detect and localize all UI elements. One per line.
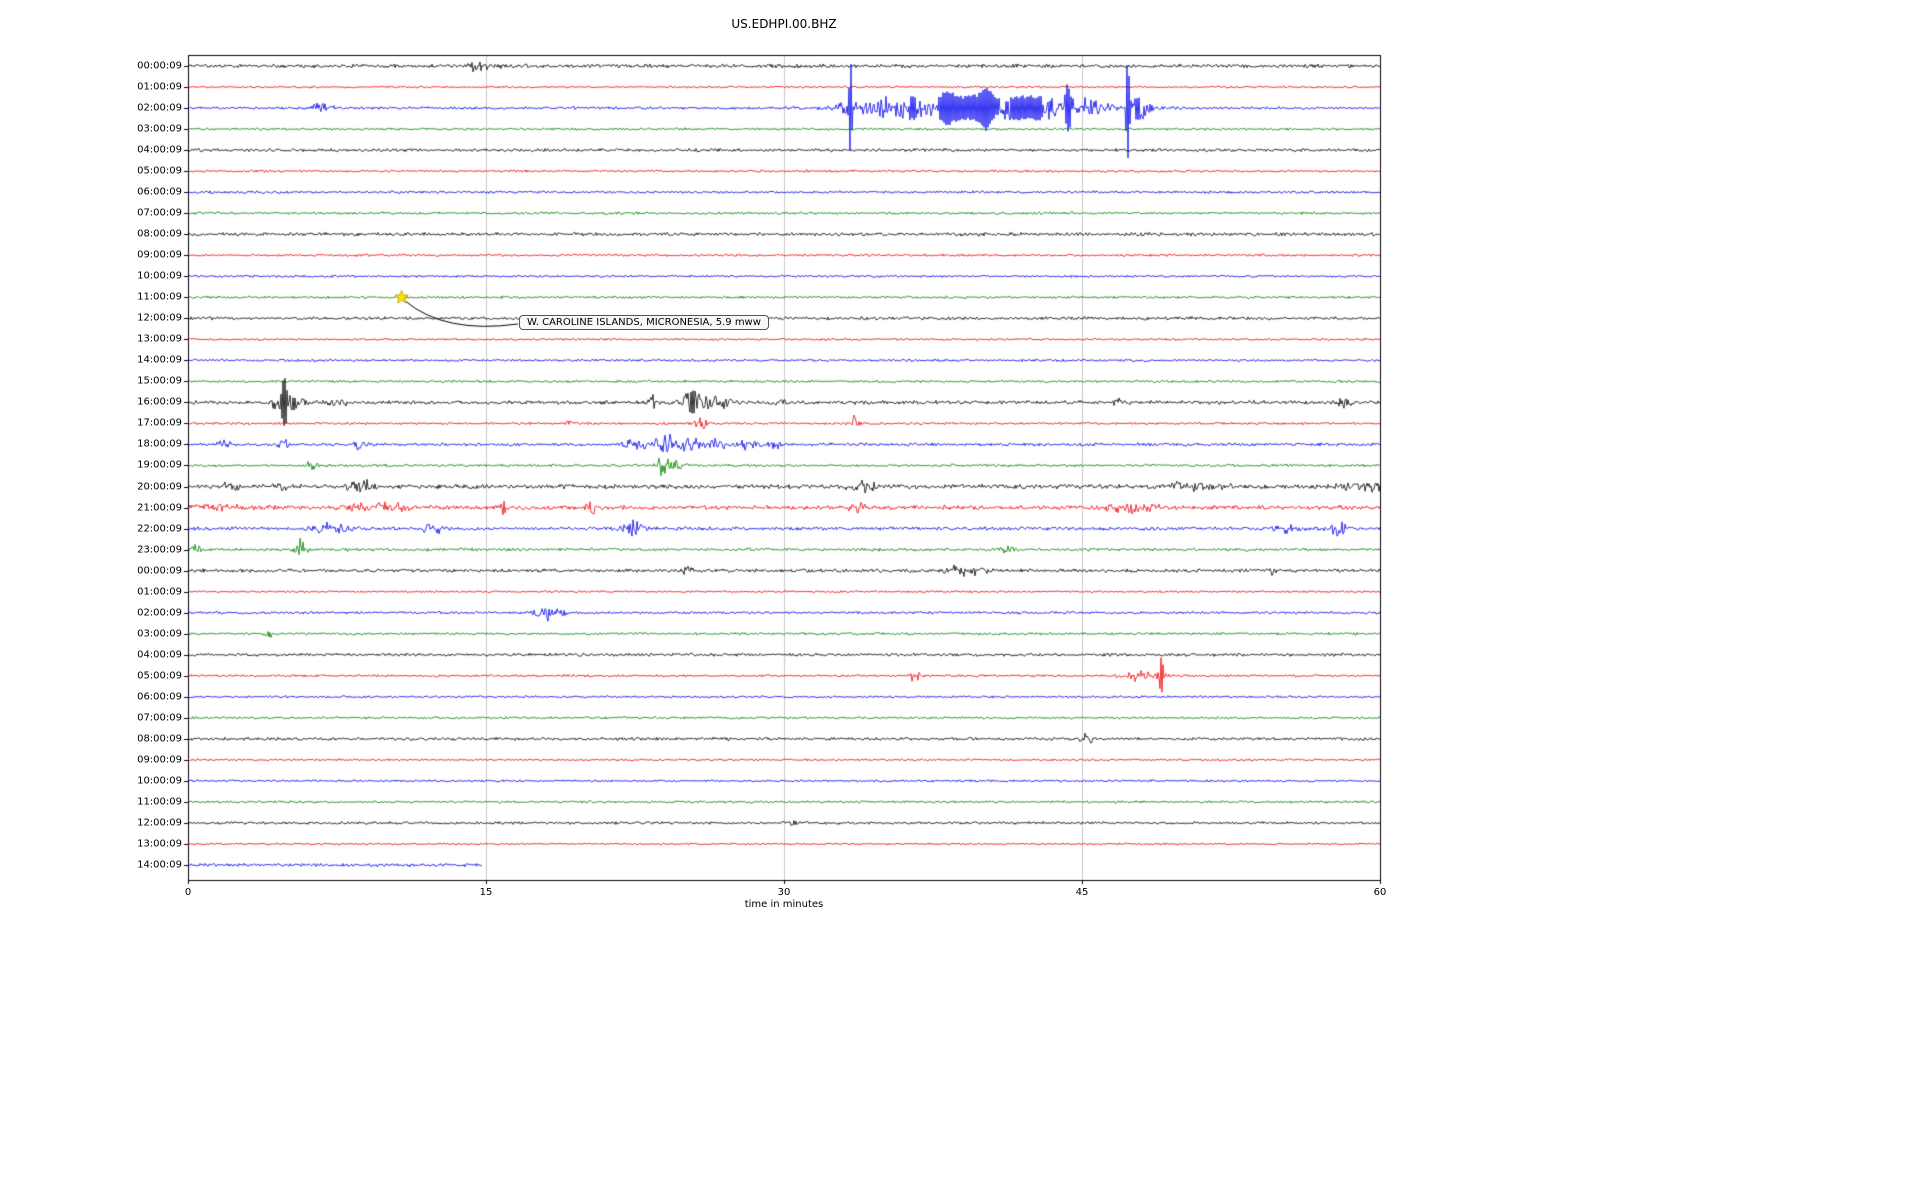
y-tick-label: 12:00:09 [137,817,182,829]
event-annotation: W. CAROLINE ISLANDS, MICRONESIA, 5.9 mww [519,315,769,330]
x-tick-label: 45 [1075,887,1089,898]
y-tick-label: 14:00:09 [137,354,182,366]
y-tick-label: 02:00:09 [137,607,182,619]
x-tick-label: 15 [479,887,493,898]
y-tick-label: 01:00:09 [137,586,182,598]
y-tick-label: 11:00:09 [137,291,182,303]
y-tick-label: 23:00:09 [137,544,182,556]
y-tick-label: 04:00:09 [137,144,182,156]
x-tick-label: 0 [184,887,192,898]
y-tick-label: 07:00:09 [137,207,182,219]
y-tick-label: 21:00:09 [137,502,182,514]
y-tick-label: 00:00:09 [137,60,182,72]
y-tick-label: 22:00:09 [137,523,182,535]
y-tick-label: 15:00:09 [137,375,182,387]
y-tick-label: 03:00:09 [137,123,182,135]
y-tick-label: 04:00:09 [137,649,182,661]
y-tick-label: 06:00:09 [137,186,182,198]
y-tick-label: 12:00:09 [137,312,182,324]
chart-title: US.EDHPI.00.BHZ [731,17,837,31]
x-axis-label: time in minutes [744,899,824,910]
y-tick-label: 13:00:09 [137,333,182,345]
y-tick-label: 11:00:09 [137,796,182,808]
y-tick-label: 05:00:09 [137,165,182,177]
y-tick-label: 09:00:09 [137,249,182,261]
y-tick-label: 05:00:09 [137,670,182,682]
y-tick-label: 08:00:09 [137,228,182,240]
y-tick-label: 17:00:09 [137,417,182,429]
y-tick-label: 14:00:09 [137,859,182,871]
y-tick-label: 01:00:09 [137,81,182,93]
x-tick-label: 30 [777,887,791,898]
x-tick-label: 60 [1373,887,1387,898]
y-tick-label: 07:00:09 [137,712,182,724]
y-tick-label: 06:00:09 [137,691,182,703]
y-tick-label: 19:00:09 [137,459,182,471]
y-tick-label: 08:00:09 [137,733,182,745]
y-tick-label: 16:00:09 [137,396,182,408]
y-tick-label: 10:00:09 [137,270,182,282]
y-tick-label: 02:00:09 [137,102,182,114]
y-tick-label: 00:00:09 [137,565,182,577]
y-tick-label: 20:00:09 [137,481,182,493]
y-tick-label: 13:00:09 [137,838,182,850]
y-tick-label: 18:00:09 [137,438,182,450]
y-tick-label: 09:00:09 [137,754,182,766]
y-tick-label: 10:00:09 [137,775,182,787]
y-tick-label: 03:00:09 [137,628,182,640]
